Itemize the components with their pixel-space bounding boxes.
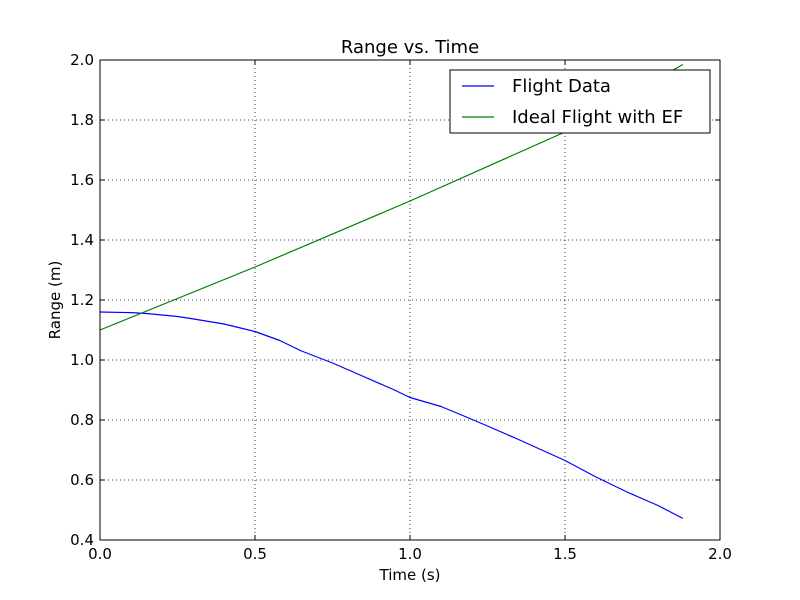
x-tick-label: 2.0 bbox=[708, 545, 732, 563]
legend-label-ideal-flight: Ideal Flight with EF bbox=[512, 107, 683, 128]
x-tick-label: 0.5 bbox=[243, 545, 267, 563]
y-tick-label: 1.4 bbox=[70, 231, 94, 249]
axis-ticks: 0.0 0.5 1.0 1.5 2.0 0.4 0.6 0.8 1.0 1.2 1.4 1.6 1.8 2… bbox=[70, 51, 732, 563]
y-tick-label: 0.4 bbox=[70, 531, 94, 549]
legend-box bbox=[449, 69, 711, 134]
y-tick-label: 2.0 bbox=[70, 51, 94, 69]
x-tick-label: 0.0 bbox=[88, 545, 112, 563]
legend-label-flight-data: Flight Data bbox=[512, 76, 611, 97]
y-tick-label: 0.6 bbox=[70, 471, 94, 489]
x-tick-label: 1.0 bbox=[398, 545, 422, 563]
y-tick-label: 1.6 bbox=[70, 171, 94, 189]
legend: Flight Data Ideal Flight with EF bbox=[449, 69, 711, 134]
y-tick-label: 1.0 bbox=[70, 351, 94, 369]
y-tick-label: 0.8 bbox=[70, 411, 94, 429]
chart-title: Range vs. Time bbox=[341, 37, 479, 58]
y-axis-label: Range (m) bbox=[46, 261, 64, 340]
x-tick-label: 1.5 bbox=[553, 545, 577, 563]
y-tick-label: 1.8 bbox=[70, 111, 94, 129]
series-line-flight-data bbox=[99, 311, 684, 519]
x-axis-label: Time (s) bbox=[379, 566, 441, 584]
y-tick-label: 1.2 bbox=[70, 291, 94, 309]
grid bbox=[100, 60, 720, 540]
